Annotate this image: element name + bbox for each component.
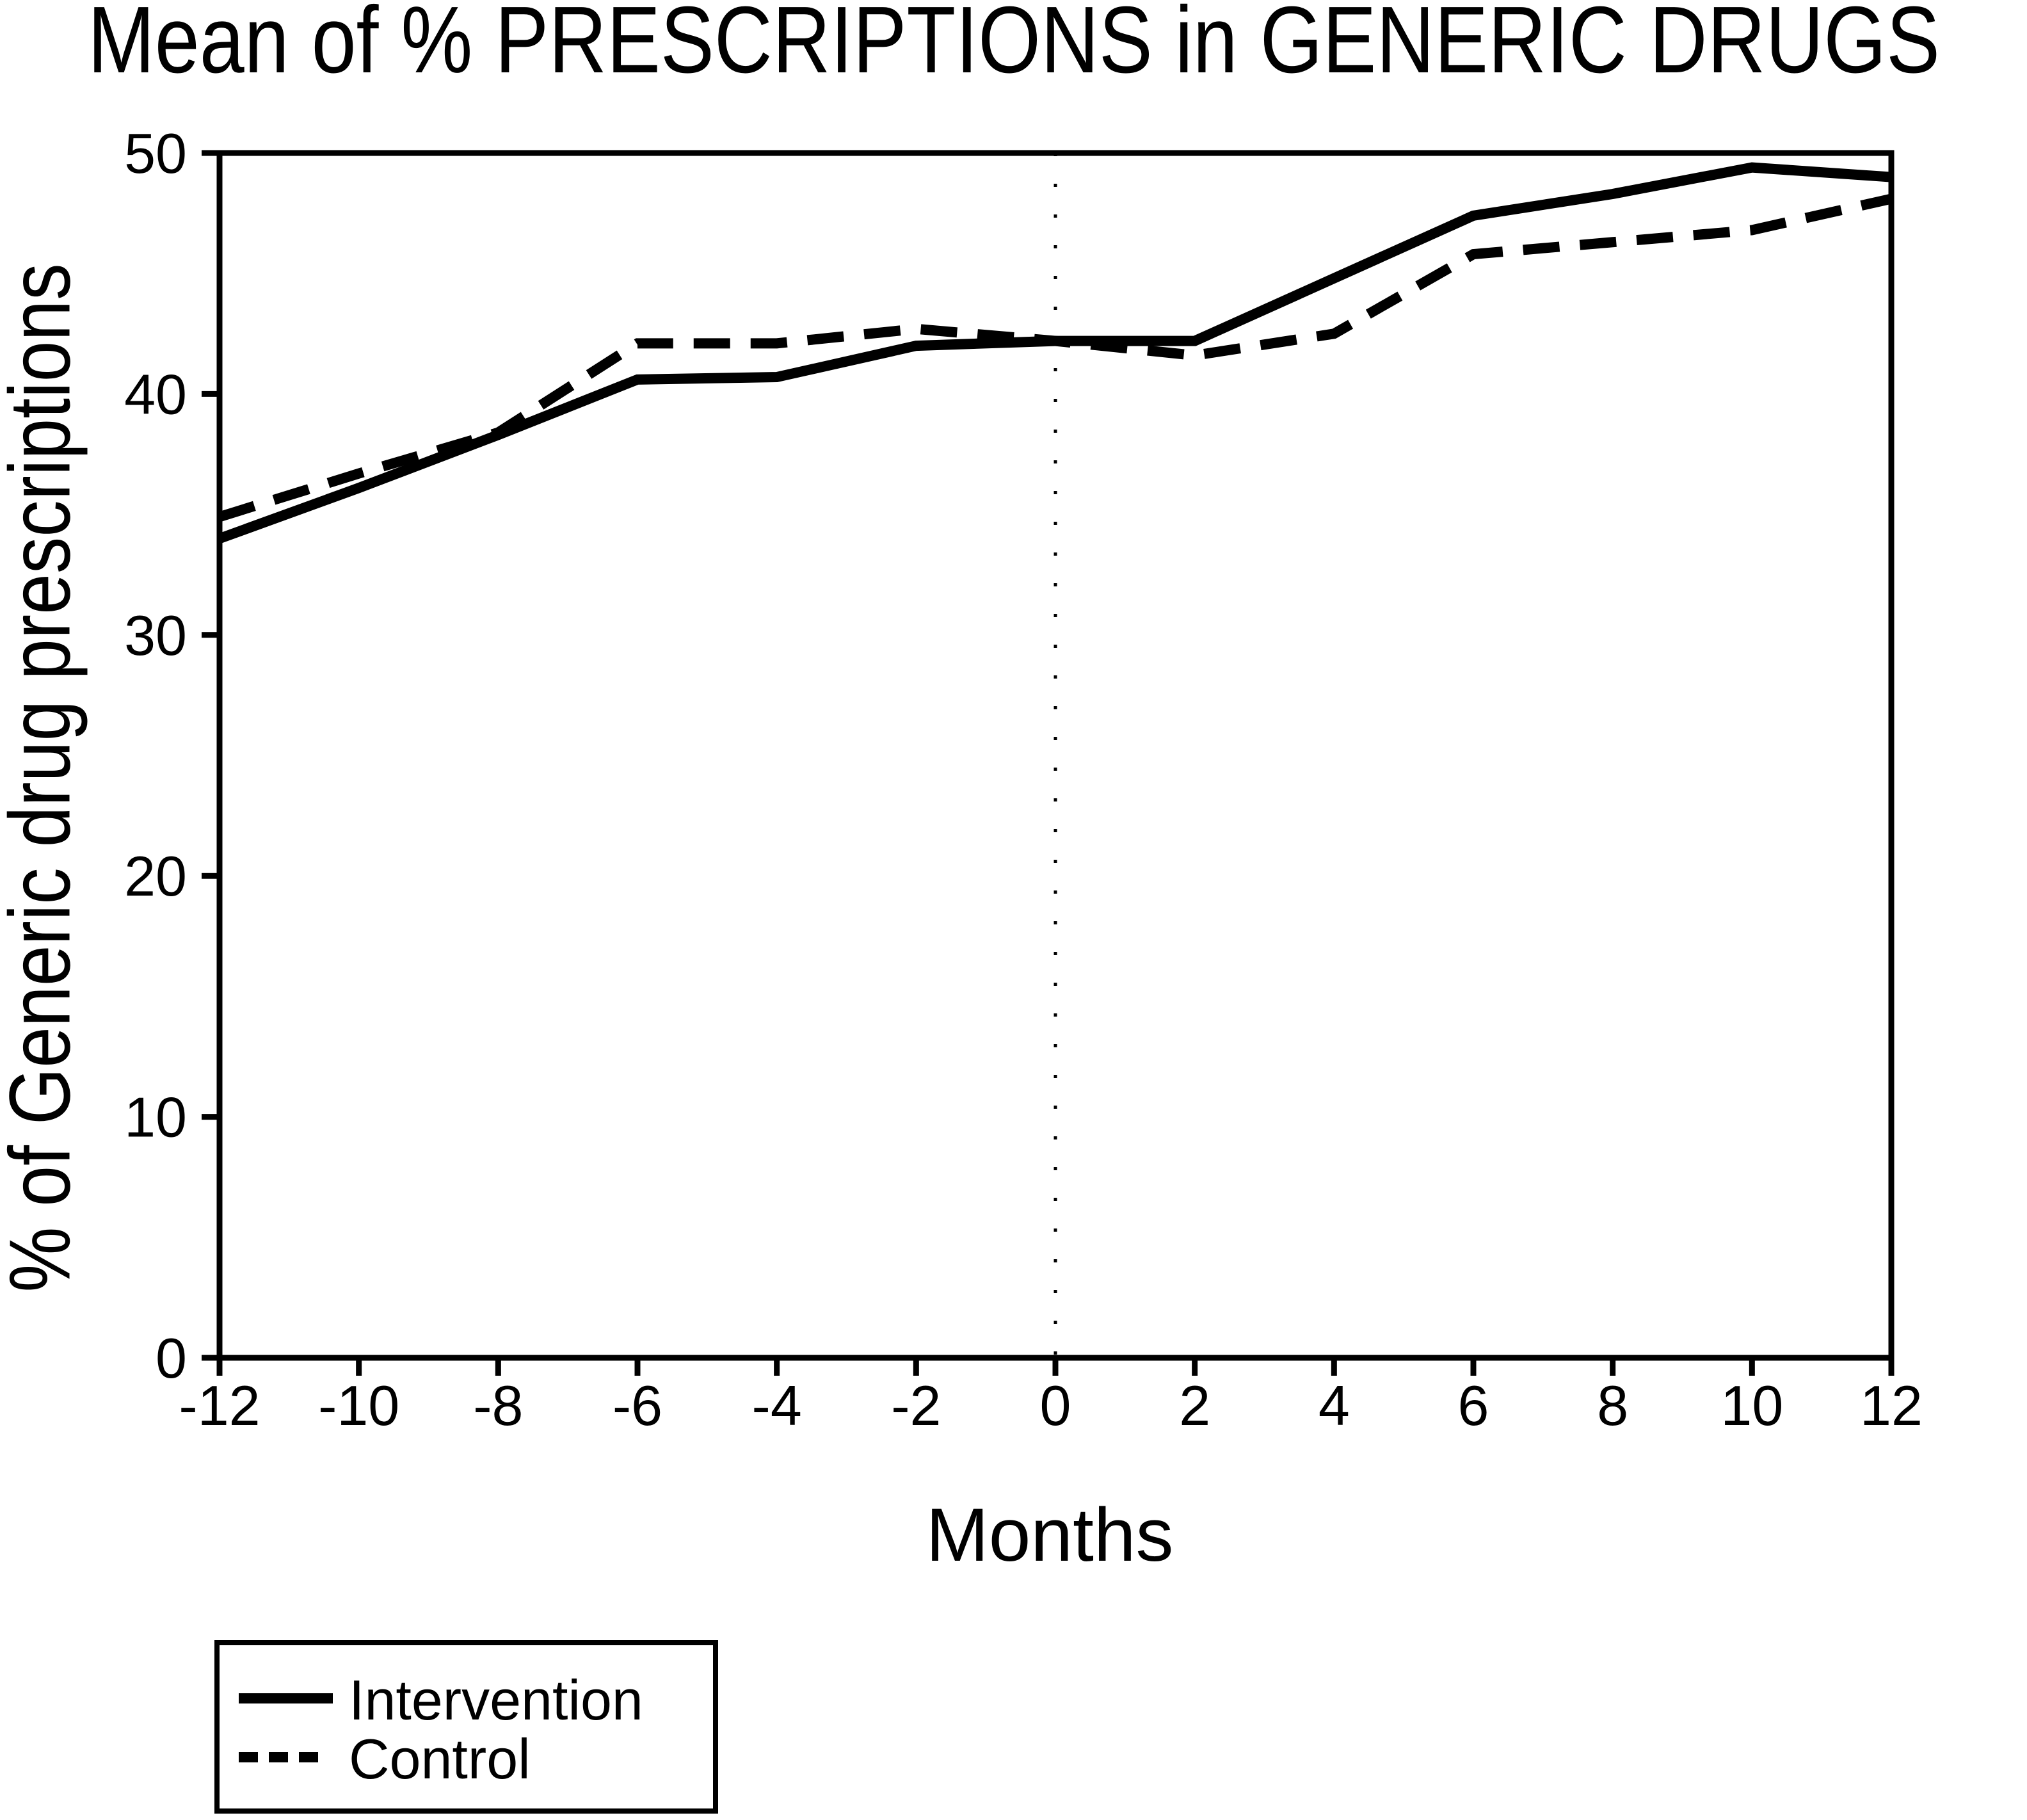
legend-label-intervention: Intervention [349, 1668, 643, 1732]
legend-dashed-line-swatch [239, 1752, 318, 1762]
x-tick-label: -4 [752, 1374, 802, 1437]
y-tick-label: 20 [124, 844, 187, 908]
y-tick-label: 0 [156, 1326, 187, 1390]
x-tick-label: -8 [473, 1374, 523, 1437]
chart-title: Mean of % PRESCRIPTIONS in GENERIC DRUGS [87, 0, 1940, 93]
plot-frame [216, 150, 1895, 1361]
x-tick-label: 4 [1318, 1374, 1350, 1437]
x-tick-label: 10 [1720, 1374, 1783, 1437]
x-tick-label: -10 [318, 1374, 399, 1437]
series-line-intervention [218, 162, 1892, 544]
x-tick-label: -2 [891, 1374, 941, 1437]
x-tick-label: -6 [613, 1374, 662, 1437]
x-tick-label: 2 [1179, 1374, 1210, 1437]
x-tick-label: 0 [1040, 1374, 1071, 1437]
x-tick-label: -12 [179, 1374, 260, 1437]
x-tick-label: 12 [1860, 1374, 1923, 1437]
x-tick-label: 8 [1597, 1374, 1628, 1437]
x-axis-title: Months [925, 1493, 1174, 1577]
legend: Intervention Control [214, 1640, 718, 1814]
y-tick-label: 30 [124, 604, 187, 667]
legend-solid-line-swatch [239, 1693, 333, 1703]
y-tick-label: 50 [124, 122, 187, 185]
legend-label-control: Control [349, 1727, 531, 1791]
y-tick-label: 40 [124, 362, 187, 426]
series-line-control [218, 193, 1893, 522]
x-tick-label: 6 [1458, 1374, 1489, 1437]
y-tick-label: 10 [124, 1086, 187, 1149]
